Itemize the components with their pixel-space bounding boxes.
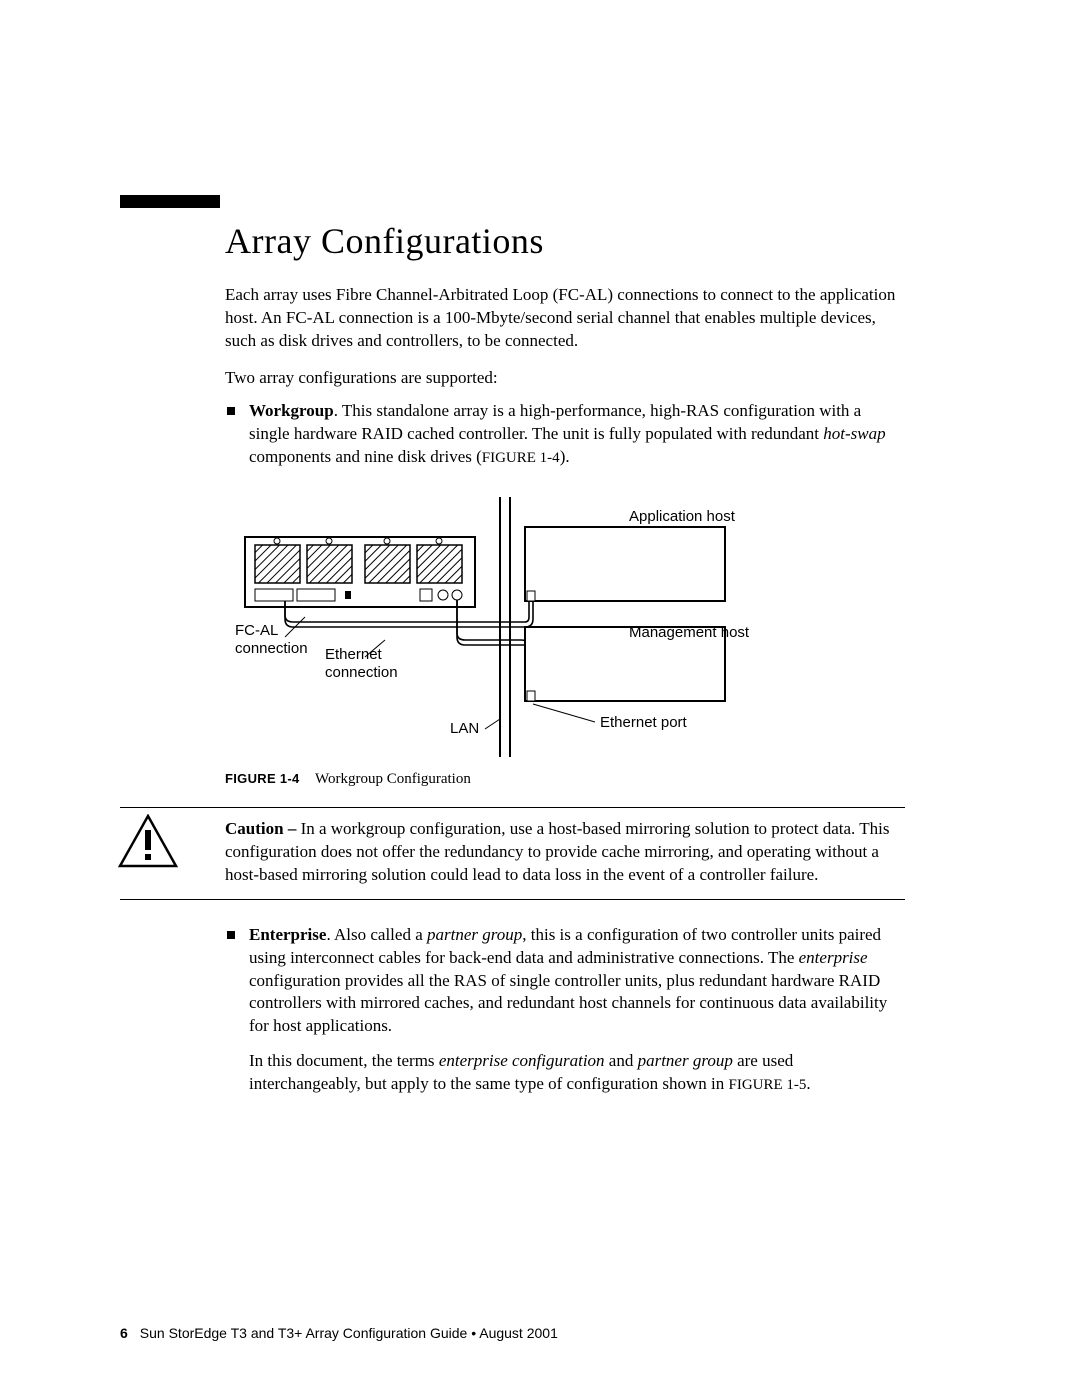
enterprise-sub-b: and xyxy=(605,1051,638,1070)
figure-id: FIGURE 1-4 xyxy=(225,771,300,786)
list-item-enterprise: Enterprise. Also called a partner group,… xyxy=(225,924,905,1097)
workgroup-hotswap: hot-swap xyxy=(823,424,885,443)
page-footer: 6 Sun StorEdge T3 and T3+ Array Configura… xyxy=(120,1325,558,1341)
config-list-2: Enterprise. Also called a partner group,… xyxy=(225,924,905,1097)
enterprise-sub-a: In this document, the terms xyxy=(249,1051,439,1070)
workgroup-figref: FIGURE 1-4 xyxy=(482,450,560,466)
page-number: 6 xyxy=(120,1325,128,1341)
workgroup-body-b: components and nine disk drives ( xyxy=(249,447,482,466)
application-host-icon xyxy=(525,527,725,601)
config-list: Workgroup. This standalone array is a hi… xyxy=(225,400,905,469)
figure-1-4: Application host Management host FC-AL c… xyxy=(225,497,905,757)
figure-caption-text: Workgroup Configuration xyxy=(315,771,471,787)
enterprise-subpara: In this document, the terms enterprise c… xyxy=(249,1050,905,1096)
enterprise-sub-figref: FIGURE 1-5 xyxy=(729,1077,807,1093)
enterprise-body-a: . Also called a xyxy=(326,925,427,944)
label-fcal-2: connection xyxy=(235,640,308,657)
label-mgmt-host: Management host xyxy=(629,624,750,641)
ethernet-cable-icon xyxy=(457,600,533,700)
label-app-host: Application host xyxy=(629,508,736,525)
caution-icon xyxy=(118,814,178,870)
array-chassis-icon xyxy=(245,537,475,607)
list-item-workgroup: Workgroup. This standalone array is a hi… xyxy=(225,400,905,469)
footer-text: Sun StorEdge T3 and T3+ Array Configurat… xyxy=(140,1325,558,1341)
workgroup-lead: Workgroup xyxy=(249,401,334,420)
enterprise-sub-d: . xyxy=(806,1074,810,1093)
caution-lead: Caution – xyxy=(225,819,296,838)
enterprise-body-c: configuration provides all the RAS of si… xyxy=(249,971,887,1036)
enterprise-sub-ital2: partner group xyxy=(638,1051,733,1070)
intro-paragraph-1: Each array uses Fibre Channel-Arbitrated… xyxy=(225,284,905,353)
main-content: Array Configurations Each array uses Fib… xyxy=(225,220,905,1096)
label-eth-port: Ethernet port xyxy=(600,714,688,731)
enterprise-ital2: enterprise xyxy=(799,948,868,967)
section-bar xyxy=(120,195,220,208)
workgroup-body-a: . This standalone array is a high-perfor… xyxy=(249,401,861,443)
page-title: Array Configurations xyxy=(225,220,905,262)
document-page: Array Configurations Each array uses Fib… xyxy=(0,0,1080,1397)
label-fcal-1: FC-AL xyxy=(235,622,278,639)
enterprise-ital1: partner group xyxy=(427,925,522,944)
intro-paragraph-2: Two array configurations are supported: xyxy=(225,367,905,390)
caution-body: In a workgroup configuration, use a host… xyxy=(225,819,889,884)
caution-block: Caution – In a workgroup configuration, … xyxy=(120,807,905,900)
enterprise-lead: Enterprise xyxy=(249,925,326,944)
label-eth-2: connection xyxy=(325,664,398,681)
workgroup-body-c: ). xyxy=(560,447,570,466)
figure-caption: FIGURE 1-4 Workgroup Configuration xyxy=(225,769,905,789)
enterprise-sub-ital1: enterprise configuration xyxy=(439,1051,605,1070)
caution-text: Caution – In a workgroup configuration, … xyxy=(225,818,905,887)
label-lan: LAN xyxy=(450,720,479,737)
label-eth-1: Ethernet xyxy=(325,646,383,663)
